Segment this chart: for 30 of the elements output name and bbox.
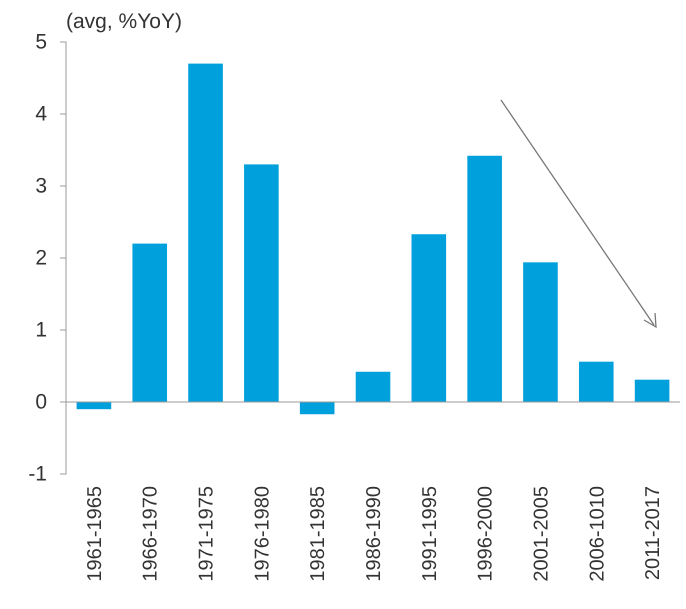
bar: [578, 362, 614, 402]
x-tick-label: 2011-2017: [642, 486, 664, 580]
y-tick-label: 4: [35, 102, 48, 126]
bar: [76, 402, 112, 410]
x-tick-label: 2006-1010: [586, 486, 608, 582]
x-tick-label: 1986-1990: [363, 486, 385, 582]
bar: [356, 372, 390, 402]
bar: [132, 244, 168, 402]
y-tick-label: 3: [35, 174, 47, 198]
x-tick-label: 1996-2000: [474, 486, 497, 582]
y-tick-label: 5: [35, 30, 47, 54]
bar: [634, 380, 670, 402]
x-tick-label: 1991-1995: [418, 486, 441, 582]
x-tick-label: 1976-1980: [251, 486, 274, 582]
bar: [523, 262, 558, 402]
y-axis-title: (avg, %YoY): [66, 10, 182, 33]
bar: [188, 64, 223, 402]
y-tick-label: 2: [35, 246, 47, 270]
x-tick-label: 1966-1970: [140, 486, 162, 582]
bar: [412, 234, 446, 402]
y-tick-label: 0: [35, 390, 47, 414]
y-tick-label: -1: [28, 462, 47, 486]
bar: [244, 164, 279, 402]
x-tick-label: 1961-1965: [84, 486, 106, 582]
x-tick-label: 2001-2005: [530, 486, 552, 582]
x-tick-label: 1981-1985: [307, 486, 330, 582]
y-tick-label: 1: [35, 318, 47, 342]
x-tick-label: 1971-1975: [196, 486, 218, 582]
bar: [300, 402, 334, 414]
bar: [467, 156, 502, 402]
